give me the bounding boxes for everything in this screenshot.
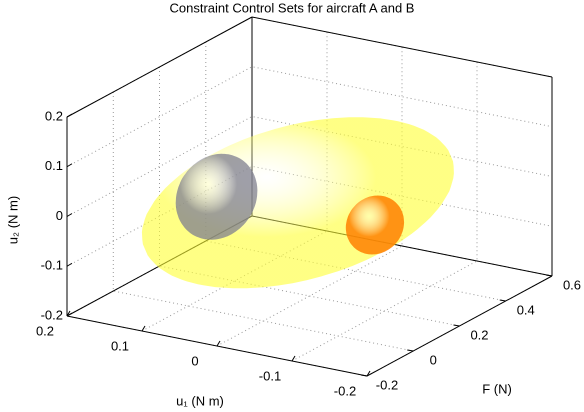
axis-box-edge bbox=[66, 16, 253, 118]
z-tick bbox=[66, 163, 73, 168]
x-tick-label: 0.2 bbox=[36, 323, 54, 338]
axis-box-edge bbox=[251, 16, 553, 78]
y-axis-label: F (N) bbox=[482, 381, 512, 396]
y-tick-label: 0.2 bbox=[470, 327, 488, 342]
z-tick-label: 0.2 bbox=[45, 108, 63, 123]
z-tick bbox=[66, 113, 73, 118]
z-tick bbox=[66, 312, 73, 317]
z-tick-label: 0 bbox=[56, 208, 63, 223]
x-tick-label: -0.2 bbox=[334, 383, 356, 398]
z-tick bbox=[66, 262, 73, 267]
x-tick bbox=[366, 370, 371, 377]
x-tick bbox=[216, 340, 221, 347]
z-axis-label: u₂ (N m) bbox=[5, 196, 20, 244]
chart-title: Constraint Control Sets for aircraft A a… bbox=[170, 0, 415, 15]
y-tick bbox=[360, 374, 368, 377]
y-tick bbox=[499, 299, 506, 302]
y-tick bbox=[453, 324, 460, 327]
y-tick-label: 0.6 bbox=[563, 277, 581, 292]
y-tick bbox=[545, 274, 553, 277]
z-tick-label: 0.1 bbox=[45, 158, 63, 173]
grid-line bbox=[66, 16, 553, 118]
x-tick-label: 0 bbox=[191, 353, 198, 368]
y-tick-label: 0 bbox=[430, 352, 437, 367]
x-tick-label: -0.1 bbox=[259, 368, 281, 383]
surface bbox=[175, 153, 258, 240]
z-tick-label: -0.2 bbox=[41, 307, 63, 322]
x-tick bbox=[291, 355, 296, 362]
x-axis-label: u₁ (N m) bbox=[176, 393, 224, 408]
y-tick bbox=[407, 349, 414, 352]
surface bbox=[345, 195, 405, 255]
z-tick-label: -0.1 bbox=[41, 258, 63, 273]
x-tick-label: 0.1 bbox=[111, 338, 129, 353]
x-tick bbox=[141, 325, 146, 332]
y-tick-label: 0.4 bbox=[517, 302, 535, 317]
z-tick bbox=[66, 213, 73, 217]
y-tick-label: -0.2 bbox=[376, 377, 398, 392]
